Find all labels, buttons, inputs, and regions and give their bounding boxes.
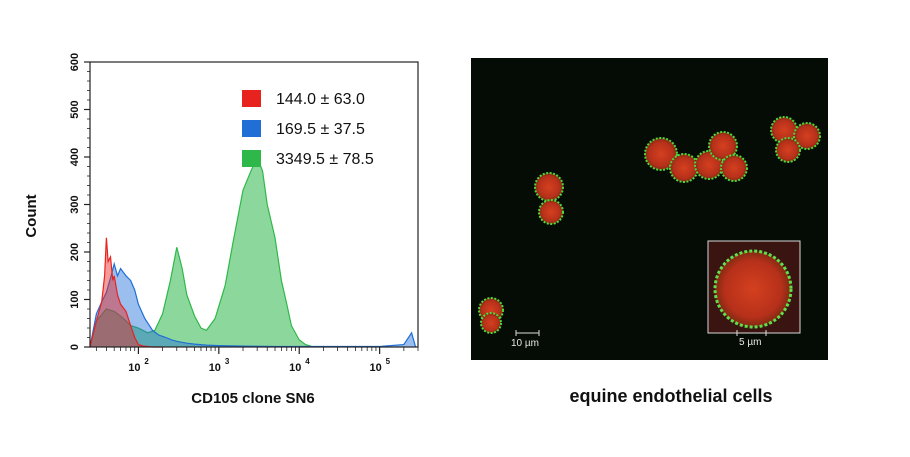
x-tick-label: 10 (370, 362, 382, 374)
cell (793, 122, 821, 150)
cell (669, 153, 699, 183)
cell (480, 312, 502, 334)
scale-bar-main-label: 10 µm (511, 338, 539, 349)
image-caption: equine endothelial cells (569, 386, 773, 406)
cell (534, 172, 564, 202)
series-layer (89, 155, 417, 348)
inset-cell (713, 249, 793, 329)
legend-label-2: 3349.5 ± 78.5 (276, 151, 374, 168)
legend: 144.0 ± 63.0 169.5 ± 37.5 3349.5 ± 78.5 (242, 90, 374, 168)
legend-swatch-0 (242, 90, 261, 107)
legend-swatch-2 (242, 150, 261, 167)
cell (644, 137, 678, 171)
legend-label-1: 169.5 ± 37.5 (276, 121, 365, 138)
y-tick-label: 400 (69, 148, 81, 166)
series-line-2 (89, 155, 314, 348)
microscopy-image: 10 µm 5 µm (471, 58, 828, 360)
histogram-chart: Count CD105 clone SN6 0 100 200 300 400 500 60… (23, 53, 419, 407)
y-tick-label: 200 (69, 243, 81, 261)
x-tick-label: 10 (209, 362, 221, 374)
series-area-2 (90, 157, 314, 347)
cell (720, 154, 748, 182)
series-area-0 (90, 237, 163, 347)
y-tick-label: 500 (69, 100, 81, 118)
cell (775, 137, 801, 163)
cells-layer (478, 116, 821, 334)
cell (708, 131, 738, 161)
x-axis-label: CD105 clone SN6 (191, 390, 314, 407)
x-tick-exponent: 3 (225, 357, 230, 366)
x-tick-label: 10 (128, 362, 140, 374)
x-tick-exponent: 4 (305, 357, 310, 366)
y-tick-label: 600 (69, 53, 81, 71)
y-tick-label: 0 (69, 344, 81, 350)
x-tick-exponent: 5 (386, 357, 391, 366)
x-tick-label: 10 (289, 362, 301, 374)
legend-swatch-1 (242, 120, 261, 137)
cell (538, 199, 564, 225)
scale-bar-inset-label: 5 µm (739, 337, 762, 348)
y-tick-label: 300 (69, 195, 81, 213)
ticks-layer: 0 100 200 300 400 500 600 10 2 10 3 10 4 10 5 (69, 53, 419, 374)
y-tick-label: 100 (69, 290, 81, 308)
x-tick-exponent: 2 (144, 357, 149, 366)
y-axis-label: Count (23, 194, 40, 237)
legend-label-0: 144.0 ± 63.0 (276, 91, 365, 108)
